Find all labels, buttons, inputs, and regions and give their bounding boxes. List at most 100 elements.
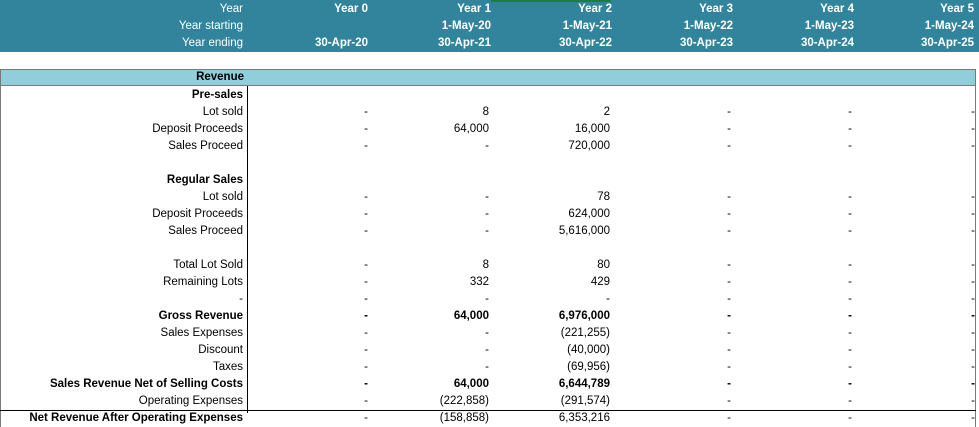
table-cell[interactable]: - [485, 191, 489, 203]
row-label[interactable]: Taxes [212, 361, 243, 373]
row-label[interactable] [0, 155, 243, 172]
table-cell[interactable]: 5,616,000 [558, 225, 610, 237]
table-cell[interactable]: - [364, 310, 368, 322]
table-cell[interactable]: - [971, 208, 975, 220]
table-cell[interactable]: 64,000 [453, 123, 489, 135]
table-cell[interactable]: - [727, 276, 731, 288]
table-cell[interactable]: - [971, 123, 975, 135]
table-cell[interactable] [252, 172, 368, 189]
header-cell[interactable]: 30-Apr-23 [679, 37, 733, 49]
table-cell[interactable]: - [971, 140, 975, 152]
table-cell[interactable]: - [848, 208, 852, 220]
header-cell[interactable]: 30-Apr-20 [314, 37, 368, 49]
table-cell[interactable]: - [485, 327, 489, 339]
table-cell[interactable]: - [727, 361, 731, 373]
table-cell[interactable] [857, 87, 975, 104]
table-cell[interactable]: 64,000 [453, 310, 489, 322]
table-cell[interactable]: - [727, 208, 731, 220]
table-cell[interactable]: (40,000) [567, 344, 610, 356]
table-cell[interactable]: 624,000 [568, 208, 610, 220]
header-cell[interactable]: 1-May-20 [441, 20, 491, 32]
table-cell[interactable]: (291,574) [560, 395, 610, 407]
header-cell[interactable] [252, 18, 368, 35]
table-cell[interactable]: 6,644,789 [558, 378, 610, 390]
row-label[interactable]: Total Lot Sold [173, 259, 243, 271]
table-cell[interactable] [857, 155, 975, 172]
row-label[interactable]: Regular Sales [166, 174, 243, 186]
table-cell[interactable]: 720,000 [568, 140, 610, 152]
table-cell[interactable]: - [848, 395, 852, 407]
table-cell[interactable]: - [727, 327, 731, 339]
table-cell[interactable] [494, 240, 610, 257]
table-cell[interactable]: - [727, 412, 731, 424]
table-cell[interactable]: - [727, 259, 731, 271]
table-cell[interactable]: - [971, 378, 975, 390]
header-cell[interactable]: Year 1 [457, 3, 491, 15]
table-cell[interactable]: - [364, 327, 368, 339]
header-cell[interactable]: Year 0 [334, 3, 368, 15]
table-cell[interactable]: 6,976,000 [558, 310, 610, 322]
table-cell[interactable]: (221,255) [560, 327, 610, 339]
table-cell[interactable]: 64,000 [453, 378, 489, 390]
table-cell[interactable]: - [364, 378, 368, 390]
table-cell[interactable]: - [848, 327, 852, 339]
table-cell[interactable] [736, 87, 852, 104]
table-cell[interactable]: - [727, 344, 731, 356]
header-cell[interactable]: 1-May-22 [683, 20, 733, 32]
table-cell[interactable]: - [848, 106, 852, 118]
table-cell[interactable] [494, 87, 610, 104]
table-cell[interactable]: - [485, 293, 489, 305]
table-cell[interactable]: - [485, 225, 489, 237]
header-cell[interactable]: Year 2 [578, 3, 612, 15]
table-cell[interactable] [736, 155, 852, 172]
table-cell[interactable]: - [848, 191, 852, 203]
table-cell[interactable]: 8 [482, 106, 489, 118]
table-cell[interactable]: - [971, 293, 975, 305]
header-cell[interactable]: 30-Apr-22 [558, 37, 612, 49]
table-cell[interactable]: 6,353,216 [558, 412, 610, 424]
row-label[interactable]: - [239, 293, 243, 305]
table-cell[interactable]: 2 [603, 106, 610, 118]
table-cell[interactable]: - [848, 412, 852, 424]
table-cell[interactable]: 332 [469, 276, 489, 288]
table-cell[interactable]: - [364, 123, 368, 135]
header-cell[interactable]: Year 3 [699, 3, 733, 15]
table-cell[interactable]: - [848, 225, 852, 237]
table-cell[interactable]: 78 [597, 191, 610, 203]
header-cell[interactable]: Year 5 [940, 3, 974, 15]
row-label[interactable]: Lot sold [202, 106, 243, 118]
header-cell[interactable]: 30-Apr-24 [800, 37, 854, 49]
table-cell[interactable]: - [971, 412, 975, 424]
table-cell[interactable]: 16,000 [574, 123, 610, 135]
table-cell[interactable]: - [971, 344, 975, 356]
table-cell[interactable]: (69,956) [567, 361, 610, 373]
table-cell[interactable]: - [364, 225, 368, 237]
header-cell[interactable]: 30-Apr-21 [437, 37, 491, 49]
table-cell[interactable] [373, 87, 489, 104]
row-label[interactable] [0, 240, 243, 257]
header-cell[interactable]: 1-May-23 [804, 20, 854, 32]
table-cell[interactable]: - [971, 191, 975, 203]
row-label[interactable]: Operating Expenses [138, 395, 243, 407]
table-cell[interactable]: - [485, 361, 489, 373]
header-label[interactable]: Year [219, 3, 243, 15]
table-cell[interactable]: - [364, 276, 368, 288]
table-cell[interactable]: - [848, 293, 852, 305]
table-cell[interactable]: - [971, 361, 975, 373]
table-cell[interactable]: - [364, 293, 368, 305]
table-cell[interactable]: - [971, 225, 975, 237]
table-cell[interactable]: - [364, 191, 368, 203]
table-cell[interactable]: - [364, 344, 368, 356]
table-cell[interactable] [494, 172, 610, 189]
table-cell[interactable]: (158,858) [439, 412, 489, 424]
table-cell[interactable]: - [971, 395, 975, 407]
table-cell[interactable] [615, 172, 731, 189]
table-cell[interactable] [373, 240, 489, 257]
table-cell[interactable]: - [727, 191, 731, 203]
table-cell[interactable] [736, 172, 852, 189]
table-cell[interactable]: - [971, 106, 975, 118]
table-cell[interactable]: - [848, 361, 852, 373]
table-cell[interactable]: - [364, 395, 368, 407]
section-label[interactable]: Revenue [196, 71, 244, 83]
table-cell[interactable]: - [485, 140, 489, 152]
